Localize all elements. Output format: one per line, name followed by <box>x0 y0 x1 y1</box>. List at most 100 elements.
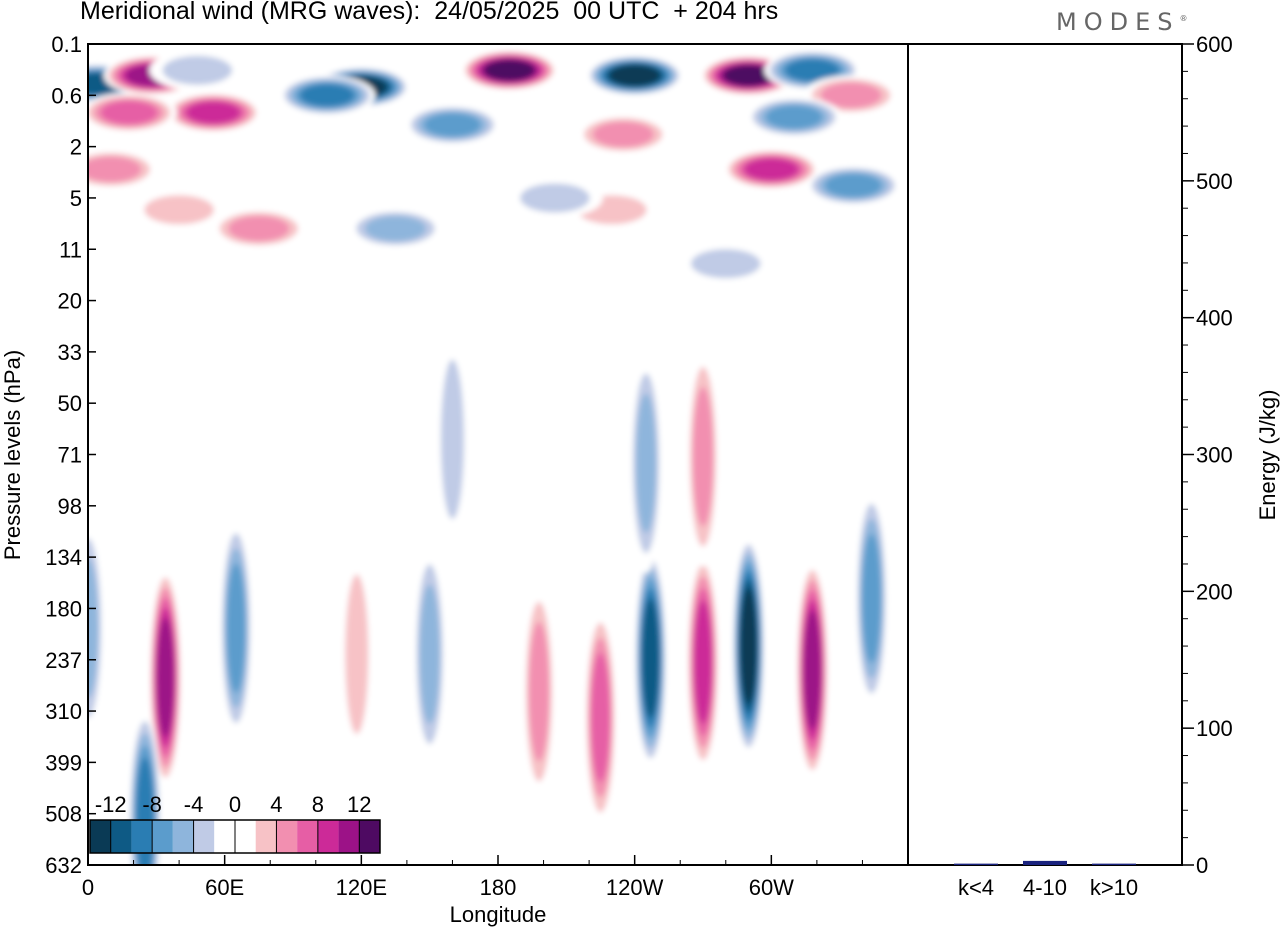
y-tick-label: 134 <box>45 545 82 570</box>
wind-contour <box>609 64 661 87</box>
wind-contour <box>820 82 882 108</box>
colorbar-swatch <box>152 820 173 853</box>
colorbar-swatch <box>255 820 277 853</box>
wind-contour <box>528 621 550 762</box>
colorbar-swatch <box>359 820 380 853</box>
colorbar-swatch <box>338 820 360 853</box>
colorbar-swatch <box>235 820 256 853</box>
energy-tick-label: 200 <box>1196 579 1233 604</box>
wind-contour <box>591 652 610 783</box>
y-tick-label: 399 <box>45 750 82 775</box>
colorbar: -12 -8 -4 0 4 8 12 <box>89 792 381 854</box>
energy-bar <box>1092 863 1136 865</box>
wind-contour <box>135 757 154 865</box>
y-axis-title-left: Pressure levels (hPa) <box>0 350 25 560</box>
y-tick-label: 98 <box>58 494 82 519</box>
colorbar-swatch <box>90 820 111 853</box>
x-axis-title: Longitude <box>450 902 547 927</box>
wind-contour <box>635 393 657 533</box>
wind-contour <box>723 64 774 87</box>
bar-category-label: k<4 <box>958 875 994 900</box>
energy-axis: 0 100 200 300 400 500 600 <box>1182 32 1233 878</box>
energy-tick-label: 400 <box>1196 306 1233 331</box>
y-tick-label: 180 <box>45 596 82 621</box>
y-tick-label: 2 <box>70 135 82 160</box>
pressure-axis: 0.1 0.6 2 5 11 20 33 50 71 98 134 180 237 310 399 508 63… <box>45 32 96 878</box>
right-panel-frame <box>907 43 1183 866</box>
longitude-axis: 0 60E 120E 180 120W 60W <box>82 855 863 900</box>
wind-contour <box>765 105 823 129</box>
y-tick-label: 71 <box>58 443 82 468</box>
y-tick-label: 33 <box>58 340 82 365</box>
wind-contour <box>785 59 840 82</box>
colorbar-tick-label: 8 <box>312 792 324 817</box>
wind-contour <box>803 610 821 730</box>
y-tick-label: 508 <box>45 802 82 827</box>
colorbar-swatch <box>297 820 318 853</box>
wind-contour <box>740 587 758 705</box>
colorbar-tick-label: 0 <box>229 792 241 817</box>
wind-contour <box>365 215 426 242</box>
energy-tick-label: 0 <box>1196 853 1208 878</box>
wind-contour <box>162 55 233 85</box>
y-tick-label: 310 <box>45 699 82 724</box>
y-tick-label: 20 <box>58 289 82 314</box>
energy-tick-label: 300 <box>1196 443 1233 468</box>
wind-contour <box>88 558 99 698</box>
colorbar-tick-label: -4 <box>184 792 204 817</box>
y-tick-label: 632 <box>45 853 82 878</box>
x-tick-label: 60W <box>749 875 794 900</box>
wind-contour <box>300 84 355 107</box>
x-tick-label: 60E <box>205 875 244 900</box>
colorbar-tick-label: 4 <box>270 792 282 817</box>
wind-contour <box>156 617 175 738</box>
wind-contour <box>862 533 881 664</box>
y-axis-title-right: Energy (J/kg) <box>1255 390 1280 521</box>
wind-contour <box>226 563 246 693</box>
wind-contour <box>744 158 799 181</box>
y-tick-label: 237 <box>45 648 82 673</box>
wind-contour <box>345 574 369 734</box>
energy-bars: k<4 4-10 k>10 <box>954 860 1138 900</box>
wind-contour <box>484 59 535 81</box>
x-tick-label: 120E <box>336 875 387 900</box>
energy-tick-label: 100 <box>1196 716 1233 741</box>
wind-contour <box>825 173 882 198</box>
wind-contour <box>228 215 290 242</box>
energy-bar <box>1023 860 1067 865</box>
y-tick-label: 50 <box>58 391 82 416</box>
wind-contour <box>144 195 214 225</box>
bar-category-label: k>10 <box>1090 875 1138 900</box>
colorbar-swatch <box>193 820 215 853</box>
wind-contour <box>592 121 654 148</box>
colorbar-tick-label: -12 <box>95 792 127 817</box>
brand-logo: MODES® <box>1056 8 1188 36</box>
colorbar-tick-label: 12 <box>347 792 371 817</box>
colorbar-tick-label: -8 <box>142 792 162 817</box>
y-tick-label: 0.1 <box>51 32 82 57</box>
x-tick-label: 0 <box>82 875 94 900</box>
x-tick-label: 180 <box>480 875 517 900</box>
colorbar-swatch <box>110 820 132 853</box>
wind-contour <box>424 113 481 137</box>
wind-contour <box>690 249 761 279</box>
colorbar-swatch <box>131 820 153 853</box>
wind-contour <box>641 598 660 718</box>
colorbar-swatch <box>214 820 235 853</box>
wind-contour <box>694 600 712 724</box>
energy-tick-label: 600 <box>1196 32 1233 57</box>
wind-contour <box>88 156 142 182</box>
energy-tick-label: 500 <box>1196 169 1233 194</box>
x-tick-label: 120W <box>606 875 664 900</box>
bar-category-label: 4-10 <box>1023 875 1067 900</box>
wind-contour <box>692 387 714 527</box>
wind-contour <box>520 183 590 213</box>
wind-contour <box>100 100 158 125</box>
chart-title: Meridional wind (MRG waves): 24/05/2025 … <box>80 0 779 25</box>
wind-contour <box>186 101 241 124</box>
colorbar-swatch <box>317 820 339 853</box>
y-tick-label: 0.6 <box>51 83 82 108</box>
colorbar-swatch <box>172 820 194 853</box>
energy-bar <box>954 863 998 865</box>
